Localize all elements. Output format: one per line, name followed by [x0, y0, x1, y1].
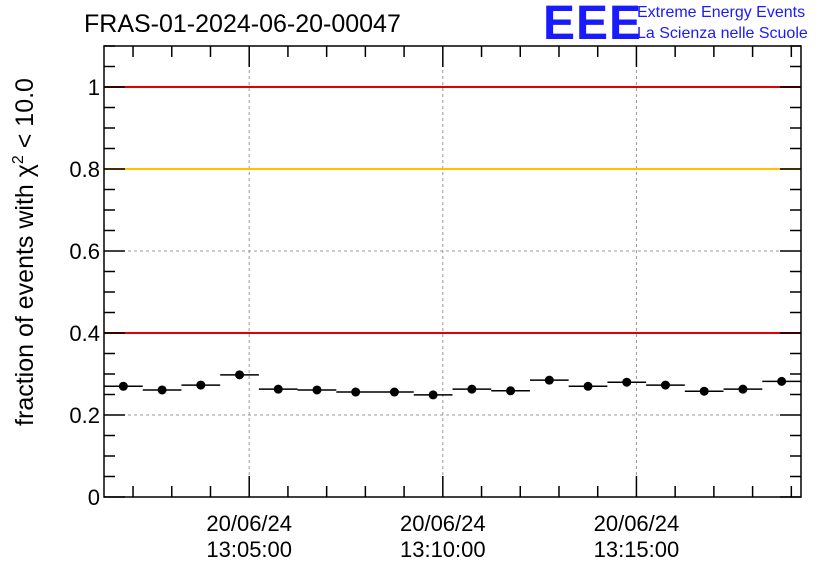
x-tick-label-time: 13:10:00 [400, 537, 486, 562]
y-tick-label: 1 [88, 75, 100, 100]
data-point [118, 381, 128, 391]
y-tick-label: 0.6 [69, 239, 100, 264]
data-point [660, 380, 670, 390]
data-point [506, 386, 516, 396]
data-point [157, 385, 167, 395]
y-tick-label: 0 [88, 485, 100, 510]
y-axis-label: fraction of events with χ2 < 10.0 [10, 78, 39, 426]
data-point [467, 384, 477, 394]
y-tick-label: 0.4 [69, 321, 100, 346]
y-axis-label-prefix: fraction of events with χ [11, 164, 39, 426]
data-point [699, 386, 709, 396]
data-point [312, 385, 322, 395]
plot-frame [103, 45, 802, 498]
x-tick-label-date: 20/06/24 [206, 511, 292, 536]
plot-title: FRAS-01-2024-06-20-00047 [84, 10, 401, 38]
x-tick-label-date: 20/06/24 [594, 511, 680, 536]
logo-caption-line1: Extreme Energy Events [637, 4, 806, 21]
data-point [196, 380, 206, 390]
y-tick-label: 0.8 [69, 157, 100, 182]
y-axis-label-superscript: 2 [10, 155, 27, 164]
x-tick-label-date: 20/06/24 [400, 511, 486, 536]
data-point [389, 387, 399, 397]
y-tick-label: 0.2 [69, 403, 100, 428]
data-point [738, 384, 748, 394]
reference-lines [104, 86, 801, 334]
axis-ticks [104, 45, 801, 498]
data-point [235, 370, 245, 380]
grid-layer [104, 46, 801, 497]
data-point [544, 375, 554, 385]
y-axis-label-suffix: < 10.0 [11, 78, 39, 155]
data-point [622, 377, 632, 387]
x-tick-label-time: 13:05:00 [206, 537, 292, 562]
data-points [104, 370, 801, 400]
data-point [777, 376, 787, 386]
axis-labels: 00.20.40.60.8120/06/2413:05:0020/06/2413… [69, 75, 679, 562]
data-point [273, 384, 283, 394]
data-point [583, 381, 593, 391]
x-tick-label-time: 13:15:00 [594, 537, 680, 562]
eee-logo: EEE [543, 0, 643, 50]
data-point [351, 387, 361, 397]
data-point [428, 390, 438, 400]
logo-caption-line2: La Scienza nelle Scuole [637, 25, 808, 42]
